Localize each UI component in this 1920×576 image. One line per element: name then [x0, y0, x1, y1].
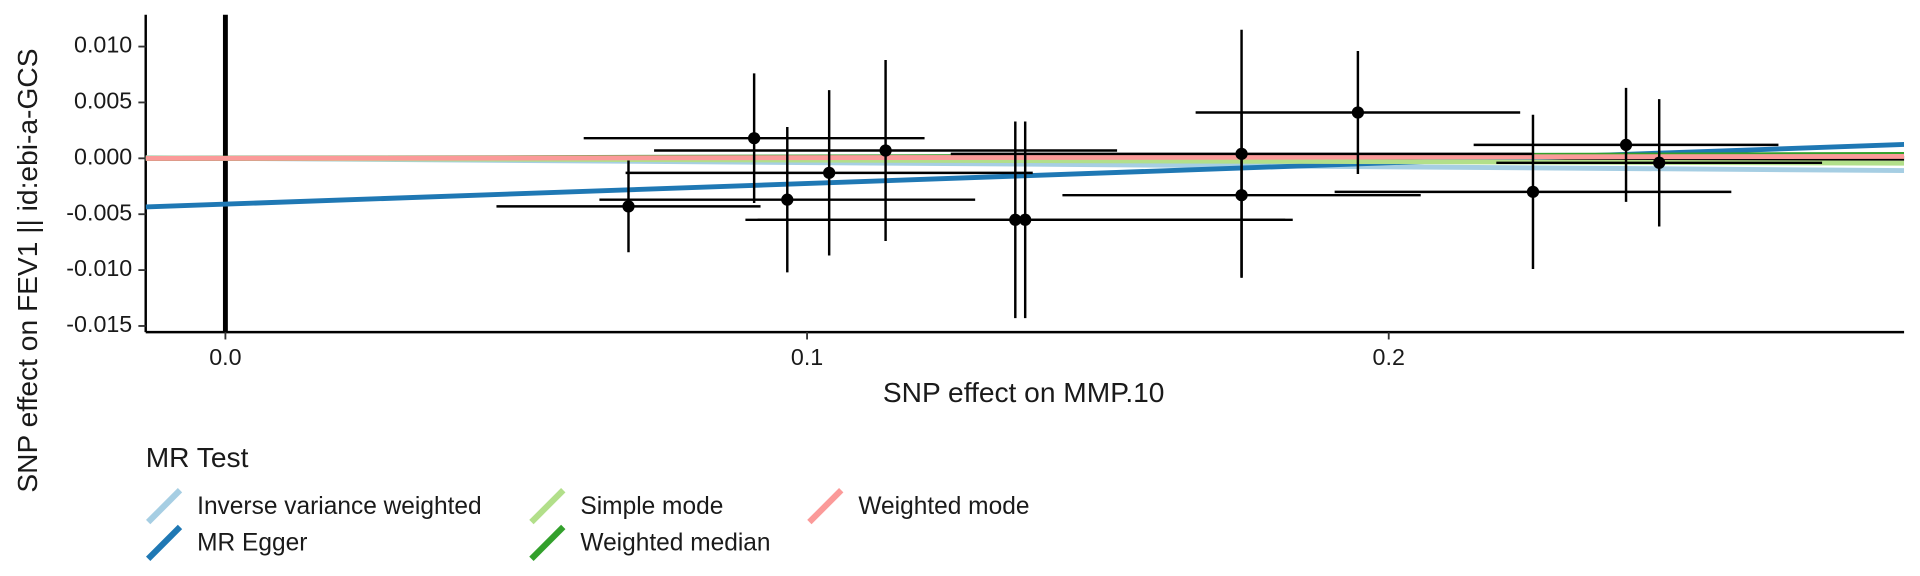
- point: [1019, 213, 1032, 226]
- legend-label: Weighted median: [580, 530, 770, 557]
- y-tick-label: 0.000: [74, 143, 132, 169]
- legend-key: [807, 488, 844, 525]
- x-axis-title: SNP effect on MMP.10: [883, 376, 1165, 408]
- point: [823, 166, 836, 179]
- legend-label: Inverse variance weighted: [197, 493, 482, 520]
- point: [1526, 185, 1540, 198]
- legend-label: Simple mode: [580, 493, 723, 520]
- y-tick-label: -0.010: [66, 255, 132, 281]
- x-tick-label: 0.0: [209, 344, 241, 370]
- y-tick-label: -0.005: [66, 199, 132, 225]
- point: [1653, 156, 1666, 169]
- y-axis-title: SNP effect on FEV1 || id:ebi-a-GCS: [11, 49, 43, 493]
- plot-area: [145, 29, 1905, 319]
- y-tick-label: -0.015: [66, 311, 132, 337]
- x-tick-label: 0.1: [791, 344, 823, 370]
- y-tick-label: 0.005: [74, 88, 132, 114]
- y-tick-label: 0.010: [74, 32, 132, 58]
- point: [879, 144, 892, 157]
- legend-key: [529, 488, 566, 525]
- legend-key: [529, 524, 566, 562]
- x-tick-label: 0.2: [1373, 344, 1405, 370]
- legend-label: Weighted mode: [858, 493, 1029, 520]
- point: [1619, 138, 1633, 152]
- legend-key: [145, 488, 183, 525]
- point: [1235, 189, 1248, 202]
- legend-title: MR Test: [146, 441, 249, 473]
- legend-label: MR Egger: [197, 530, 307, 557]
- point: [748, 132, 761, 145]
- legend-key: [145, 524, 183, 562]
- point: [1351, 106, 1365, 119]
- point: [781, 193, 794, 206]
- point: [622, 200, 635, 213]
